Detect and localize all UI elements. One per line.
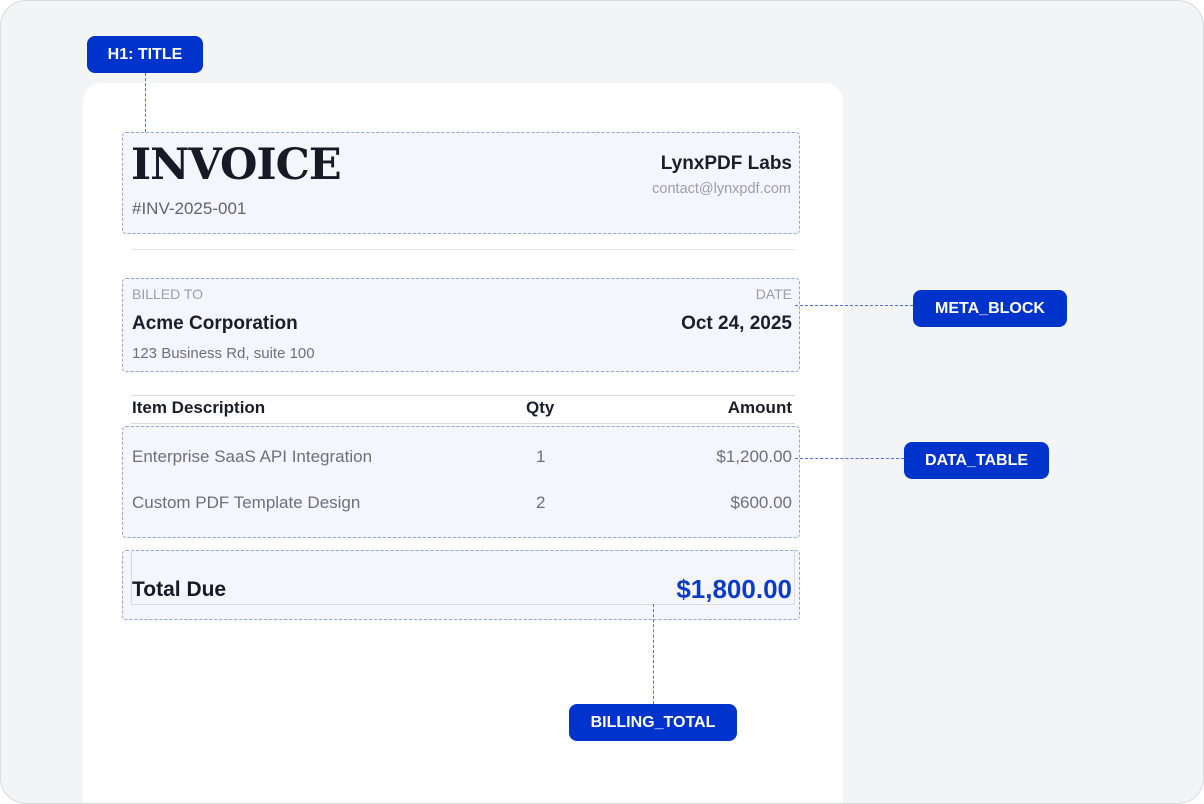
total-value: $1,800.00 — [676, 574, 792, 604]
meta-annotation-tag: META_BLOCK — [913, 290, 1067, 327]
company-email: contact@lynxpdf.com — [652, 181, 791, 197]
total-leader-line — [653, 604, 654, 704]
date-label: DATE — [755, 286, 792, 302]
column-header-qty: Qty — [526, 398, 555, 417]
table-leader-line — [795, 458, 904, 459]
invoice-title: INVOICE — [131, 140, 342, 190]
invoice-document — [83, 83, 843, 803]
table-header — [131, 395, 795, 424]
total-zone — [122, 550, 800, 620]
total-box — [131, 550, 795, 605]
meta-zone — [122, 278, 800, 372]
client-address: 123 Business Rd, suite 100 — [132, 345, 315, 362]
billed-to-label: BILLED TO — [132, 286, 204, 302]
column-header-description: Item Description — [132, 398, 266, 417]
table-zone — [122, 426, 800, 538]
table-cell-description: Enterprise SaaS API Integration — [132, 447, 373, 466]
invoice-number: #INV-2025-001 — [132, 199, 247, 218]
client-name: Acme Corporation — [132, 313, 298, 334]
meta-leader-line — [795, 305, 913, 306]
table-cell-amount: $1,200.00 — [716, 447, 792, 466]
company-name: LynxPDF Labs — [660, 153, 792, 174]
title-zone — [122, 132, 800, 234]
table-cell-description: Custom PDF Template Design — [132, 493, 361, 512]
total-annotation-tag: BILLING_TOTAL — [569, 704, 737, 741]
title-leader-line — [145, 73, 146, 132]
table-cell-qty: 1 — [536, 447, 546, 466]
total-label: Total Due — [132, 578, 227, 601]
header-divider — [131, 249, 795, 250]
table-annotation-tag: DATA_TABLE — [904, 442, 1049, 479]
title-annotation-tag: H1: TITLE — [87, 36, 203, 73]
column-header-amount: Amount — [727, 398, 792, 417]
table-cell-qty: 2 — [536, 493, 546, 512]
invoice-date: Oct 24, 2025 — [681, 313, 792, 334]
table-cell-amount: $600.00 — [730, 493, 792, 512]
